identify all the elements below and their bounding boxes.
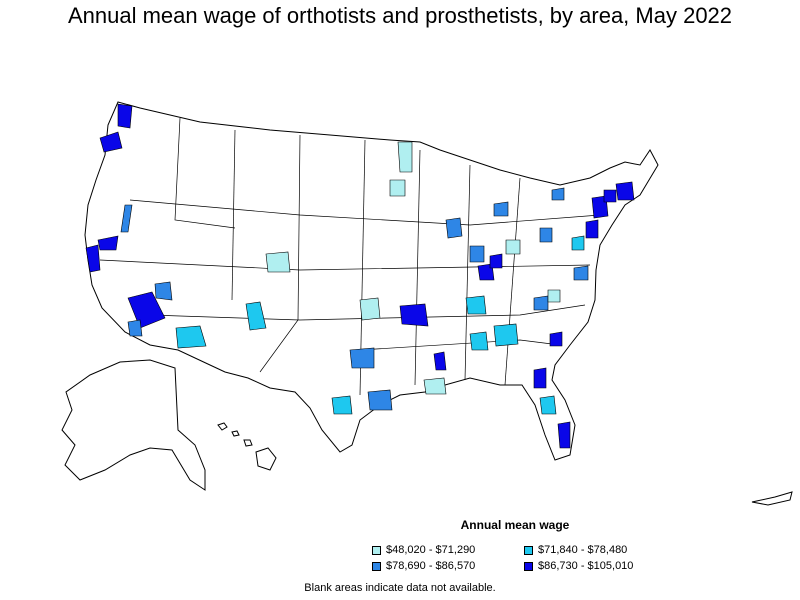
legend-swatch-4 xyxy=(524,561,533,571)
area-new-orleans xyxy=(423,377,447,395)
area-los-angeles xyxy=(127,291,166,329)
legend-item-2: $71,840 - $78,480 xyxy=(524,544,627,556)
area-portland xyxy=(99,131,123,153)
legend-swatch-2 xyxy=(524,545,533,555)
footnote: Blank areas indicate data not available. xyxy=(304,582,496,594)
area-raleigh xyxy=(547,289,561,303)
area-atlanta xyxy=(493,323,519,347)
area-sacramento xyxy=(97,235,119,251)
alaska-outline xyxy=(61,359,206,491)
area-chicago xyxy=(445,217,463,239)
area-wichita xyxy=(359,297,381,321)
area-denver xyxy=(265,251,291,273)
state-boundaries xyxy=(99,117,601,396)
area-sf-bay xyxy=(85,244,101,273)
legend-item-3: $78,690 - $86,570 xyxy=(372,560,475,572)
area-charlotte xyxy=(533,295,549,311)
legend-label-1: $48,020 - $71,290 xyxy=(386,544,476,556)
area-detroit xyxy=(493,201,509,217)
area-dallas xyxy=(349,347,375,369)
area-indianapolis xyxy=(469,245,485,263)
area-albuquerque xyxy=(245,301,267,331)
area-hartford xyxy=(603,189,617,203)
area-philadelphia xyxy=(585,219,599,239)
area-tulsa xyxy=(399,303,429,327)
area-san-diego xyxy=(127,319,143,337)
area-baltimore xyxy=(571,235,585,251)
legend-item-1: $48,020 - $71,290 xyxy=(372,544,475,556)
legend-label-4: $86,730 - $105,010 xyxy=(538,560,634,572)
hawaii-islands xyxy=(217,422,277,471)
area-seattle xyxy=(117,103,133,129)
area-buffalo xyxy=(551,187,565,201)
area-orlando xyxy=(539,395,557,415)
area-houston xyxy=(367,389,393,411)
area-jacksonville xyxy=(533,367,547,389)
puerto-rico-outline xyxy=(751,491,793,506)
legend-swatch-1 xyxy=(372,545,381,555)
area-miami xyxy=(557,421,571,449)
legend-label-2: $71,840 - $78,480 xyxy=(538,544,628,556)
area-richmond xyxy=(573,265,589,281)
area-austin xyxy=(331,395,353,415)
area-charleston xyxy=(549,331,563,347)
legend-swatch-3 xyxy=(372,561,381,571)
area-reno xyxy=(120,204,133,233)
area-pittsburgh xyxy=(539,227,553,243)
legend-item-4: $86,730 - $105,010 xyxy=(524,560,633,572)
us-outline xyxy=(84,101,659,461)
area-boston xyxy=(615,181,635,201)
area-nashville xyxy=(465,295,487,315)
area-louisville xyxy=(489,253,503,269)
legend-title: Annual mean wage xyxy=(460,518,570,532)
area-cincinnati xyxy=(505,239,521,255)
metro-areas xyxy=(85,103,635,449)
area-minneapolis xyxy=(397,141,413,173)
us-map xyxy=(61,101,793,506)
area-phoenix xyxy=(175,325,207,349)
legend-label-3: $78,690 - $86,570 xyxy=(386,560,476,572)
area-memphis xyxy=(469,331,489,351)
map-title: Annual mean wage of orthotists and prost… xyxy=(67,3,733,28)
area-flagstaff xyxy=(154,281,173,301)
area-iowa xyxy=(389,179,406,197)
area-jackson xyxy=(433,351,447,371)
